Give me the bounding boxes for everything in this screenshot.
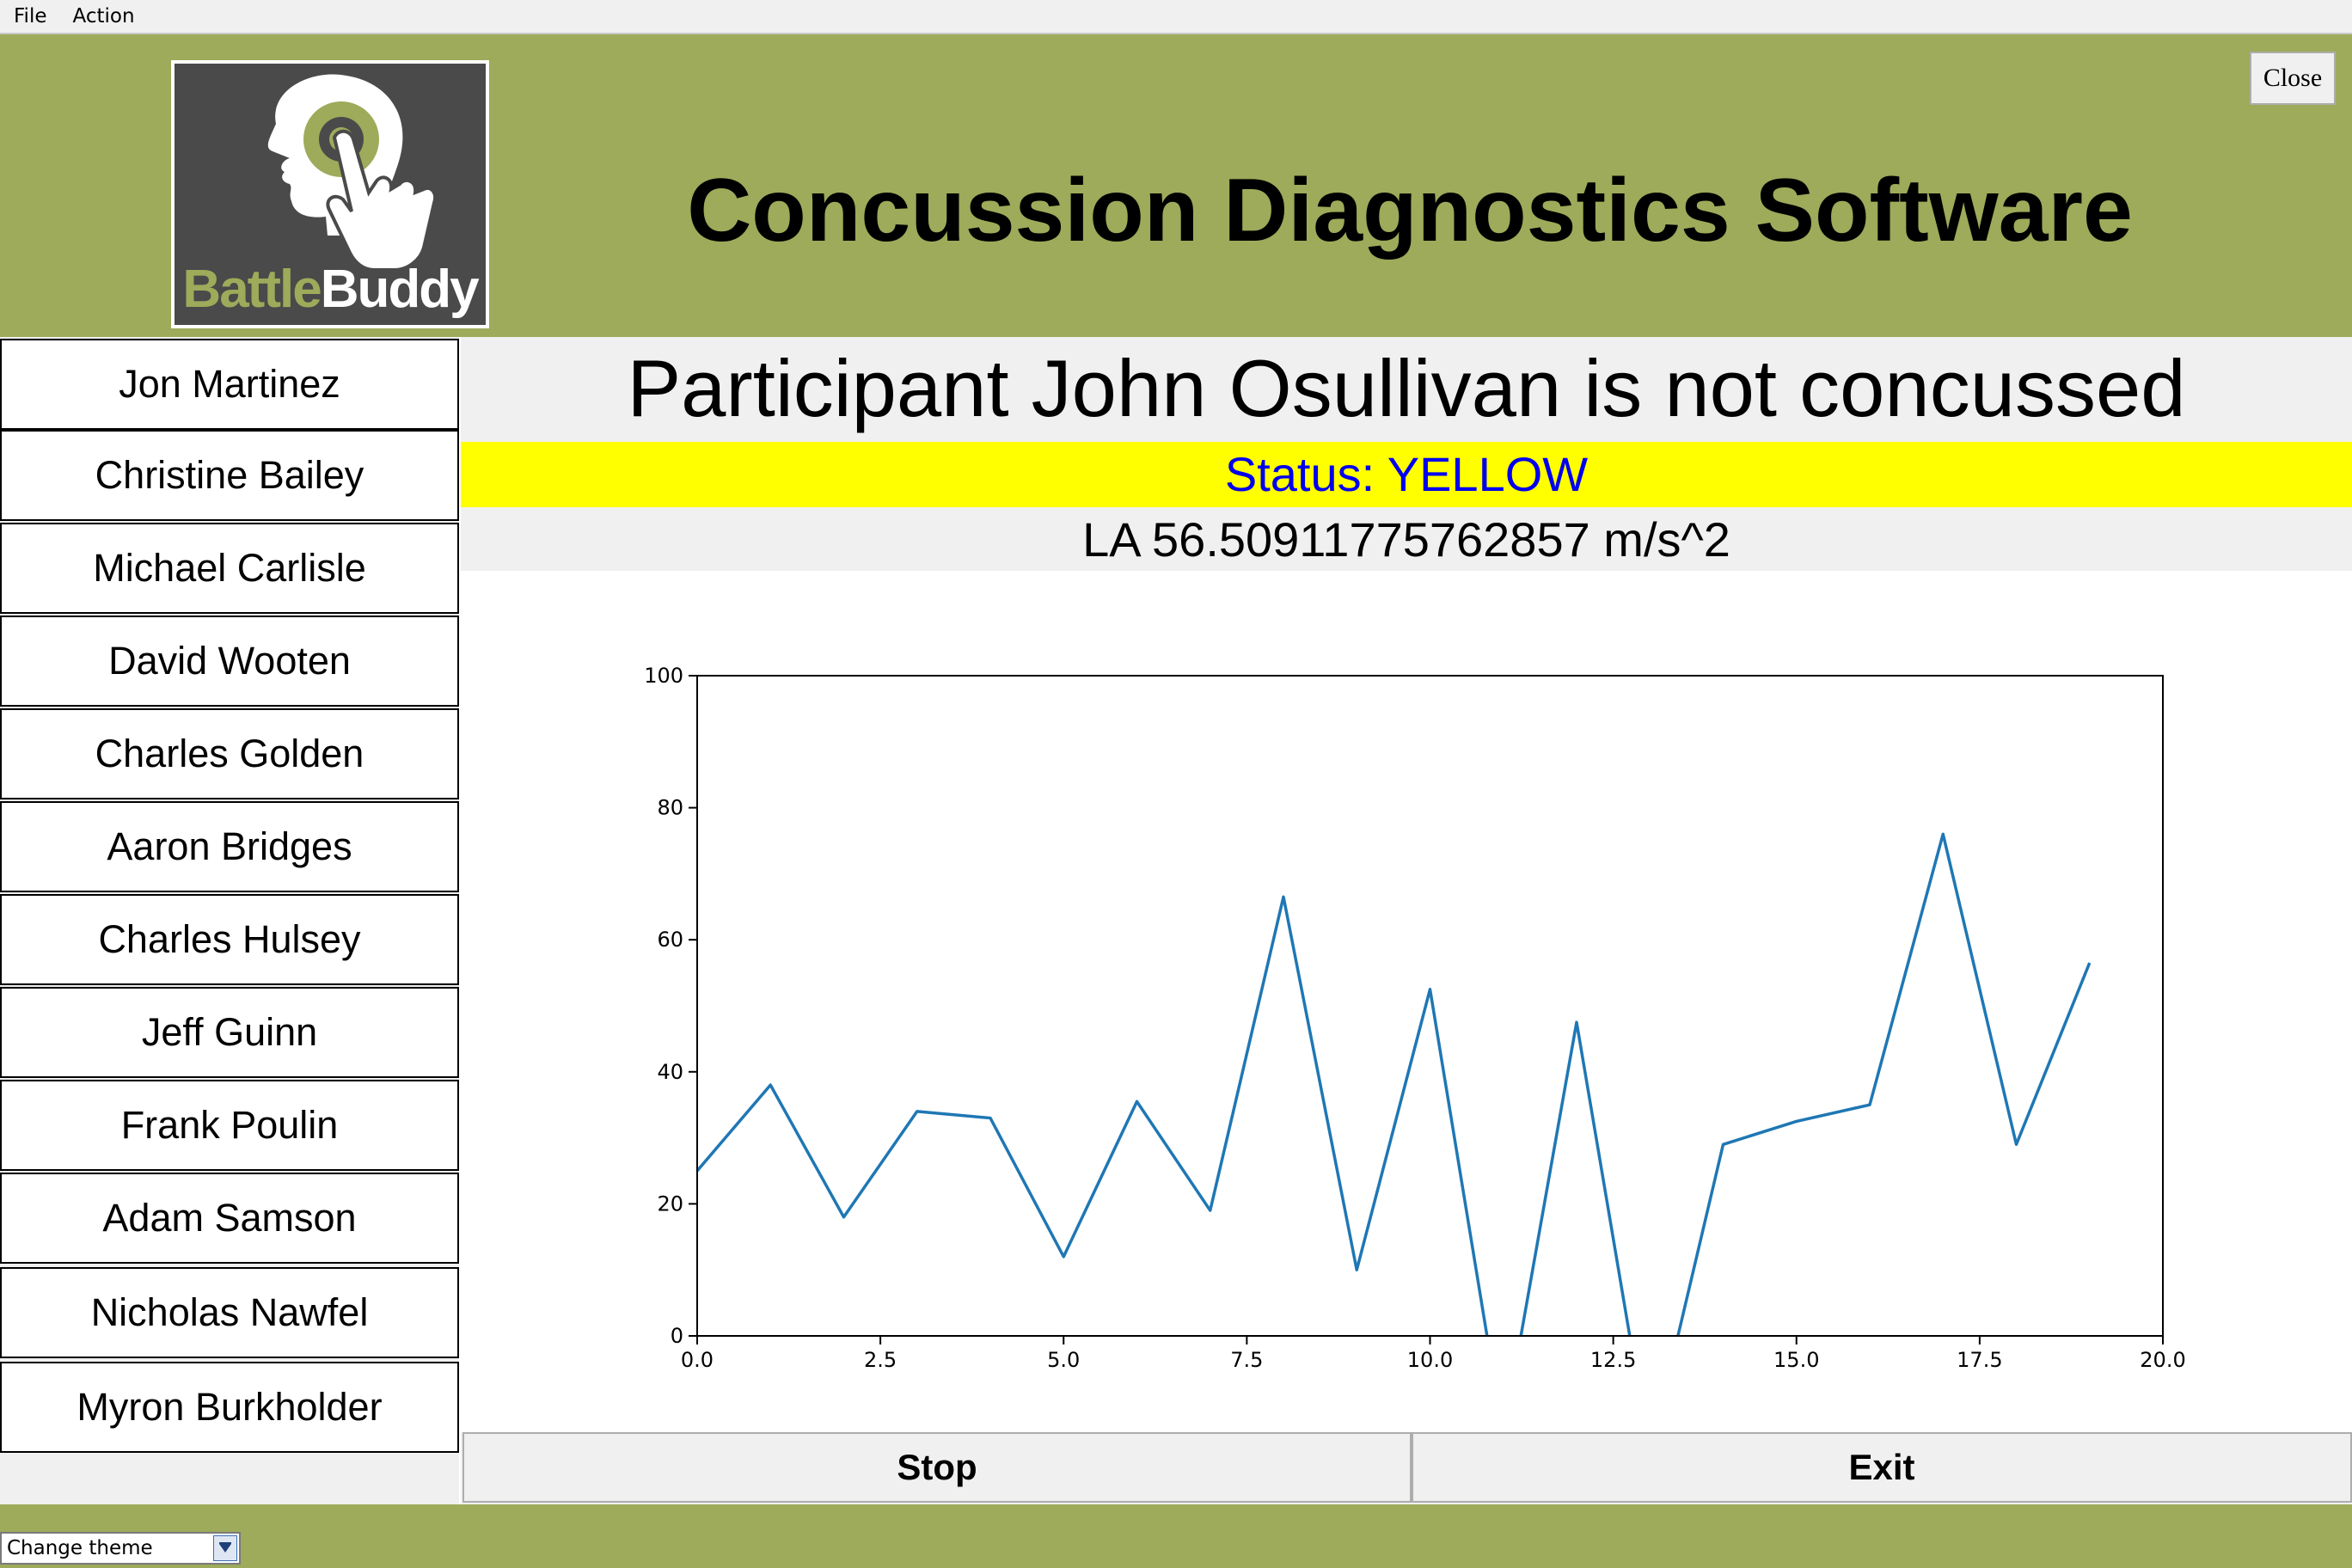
participant-button[interactable]: Myron Burkholder: [0, 1362, 459, 1453]
menu-action[interactable]: Action: [72, 5, 135, 28]
app-header: BattleBuddy Concussion Diagnostics Softw…: [0, 34, 2352, 337]
participant-list: Jon Martinez Christine Bailey Michael Ca…: [0, 337, 459, 1506]
acceleration-chart: 0.0 2.5 5.0 7.5 10.0 12.5 15.0 17.5 20.0 0 20 40 60 8…: [644, 664, 2186, 1372]
footer-bar: [0, 1504, 2352, 1568]
y-tick-label: 20: [657, 1191, 683, 1216]
participant-button[interactable]: Christine Bailey: [0, 430, 459, 521]
status-banner: Status: YELLOW: [461, 442, 2352, 507]
exit-button[interactable]: Exit: [1412, 1432, 2352, 1503]
participant-button[interactable]: Aaron Bridges: [0, 801, 459, 892]
app-title: Concussion Diagnostics Software: [687, 161, 2133, 260]
participant-button[interactable]: Michael Carlisle: [0, 523, 459, 614]
y-tick-label: 40: [657, 1060, 683, 1084]
x-tick-label: 17.5: [1957, 1348, 2002, 1372]
x-tick-label: 15.0: [1773, 1348, 1819, 1372]
head-touch-icon: [267, 74, 437, 272]
plot-frame: [696, 675, 2164, 1337]
x-tick-label: 12.5: [1590, 1348, 1636, 1372]
participant-button[interactable]: Jon Martinez: [0, 339, 459, 430]
x-tick-label: 5.0: [1047, 1348, 1080, 1372]
participant-button[interactable]: Adam Samson: [0, 1173, 459, 1264]
participant-button[interactable]: David Wooten: [0, 616, 459, 707]
x-tick-label: 20.0: [2140, 1348, 2185, 1372]
participant-button[interactable]: Frank Poulin: [0, 1080, 459, 1171]
y-tick-label: 80: [657, 796, 683, 820]
theme-select[interactable]: Change theme: [0, 1532, 241, 1565]
series-line: [697, 832, 2092, 1336]
x-tick-label: 7.5: [1230, 1348, 1263, 1372]
menu-bar: File Action: [0, 0, 2352, 34]
linear-acceleration-readout: LA 56.50911775762857 m/s^2: [1082, 512, 1730, 567]
y-tick-label: 0: [671, 1324, 683, 1348]
participant-button[interactable]: Jeff Guinn: [0, 987, 459, 1078]
y-tick-label: 100: [644, 664, 683, 688]
x-tick-label: 2.5: [864, 1348, 897, 1372]
x-tick-label: 10.0: [1407, 1348, 1453, 1372]
close-button[interactable]: Close: [2250, 52, 2336, 105]
logo-wordmark: BattleBuddy: [182, 260, 479, 319]
participant-button[interactable]: Nicholas Nawfel: [0, 1267, 459, 1358]
theme-select-value: Change theme: [7, 1537, 153, 1559]
y-tick-label: 60: [657, 928, 683, 952]
x-tick-label: 0.0: [681, 1348, 714, 1372]
battlebuddy-logo: BattleBuddy: [171, 60, 489, 328]
stop-button[interactable]: Stop: [462, 1432, 1412, 1503]
menu-file[interactable]: File: [14, 5, 47, 28]
participant-button[interactable]: Charles Hulsey: [0, 894, 459, 985]
diagnosis-verdict: Participant John Osullivan is not concus…: [627, 343, 2186, 433]
chevron-down-icon[interactable]: [213, 1535, 237, 1561]
participant-button[interactable]: Charles Golden: [0, 708, 459, 799]
